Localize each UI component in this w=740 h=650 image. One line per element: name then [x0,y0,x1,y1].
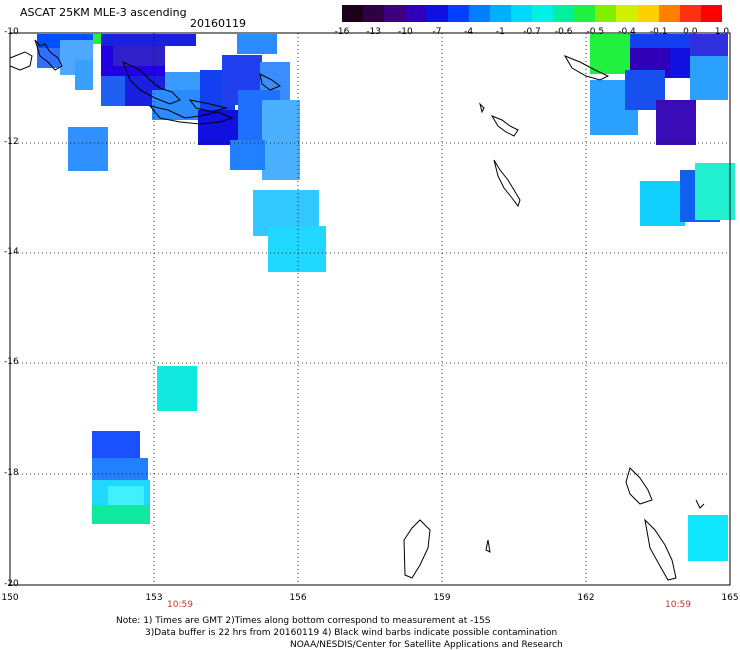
colorbar-swatch [637,5,660,22]
colorbar-swatch [363,5,385,22]
colorbar-label: -10 [397,27,413,37]
colorbar-swatch [595,5,617,22]
colorbar-swatch [616,5,639,22]
colorbar-swatch [532,5,554,22]
pass-time: 10:59 [665,600,691,610]
lon-label: 153 [145,593,163,603]
lat-label: -16 [4,357,19,367]
lon-label: 156 [289,593,307,603]
note-line-2: 3)Data buffer is 22 hrs from 20160119 4)… [145,628,558,638]
colorbar-swatch [468,5,491,22]
colorbar-label: -0.1 [649,27,668,37]
colorbar-label: -13 [366,27,382,37]
lat-label: -14 [4,247,19,257]
colorbar-label: -0.7 [523,27,541,37]
colorbar-swatch [510,5,533,22]
colorbar-label: -1 [495,27,505,37]
colorbar-swatch [658,5,681,22]
map-date: 20160119 [190,17,246,30]
lon-label: 162 [577,593,595,603]
colorbar-label: -7 [432,27,442,37]
colorbar-label: -4 [464,27,474,37]
colorbar-swatch [426,5,449,22]
colorbar-label: 1.0 [714,27,730,37]
lat-label: -18 [4,468,19,478]
colorbar-label: -0.5 [586,27,605,37]
lon-label: 159 [433,593,451,603]
coastlines [9,39,705,581]
data-swaths [37,34,735,561]
map-frame [9,32,731,586]
map-title: ASCAT 25KM MLE-3 ascending [20,6,187,19]
colorbar-swatch [679,5,702,22]
lon-label: 165 [721,593,739,603]
colorbar-swatch [405,5,427,22]
colorbar-label: -0.6 [554,27,573,37]
graticule [10,33,730,585]
lon-label: 150 [1,593,19,603]
note-line-3: NOAA/NESDIS/Center for Satellite Applica… [290,640,563,650]
lat-label: -12 [4,137,19,147]
colorbar-label: -0.4 [618,27,636,37]
colorbar-swatch [553,5,575,22]
lat-label: -20 [4,579,19,589]
colorbar-swatch [700,5,723,22]
colorbar-swatch [342,5,364,22]
lat-label: -10 [4,27,19,37]
pass-time: 10:59 [167,600,193,610]
colorbar-label: -16 [334,27,350,37]
colorbar-label: 0.0 [683,27,698,37]
note-line-1: Note: 1) Times are GMT 2)Times along bot… [116,616,491,626]
colorbar [342,5,723,22]
colorbar-swatch [384,5,406,22]
colorbar-swatch [574,5,596,22]
colorbar-swatch [447,5,470,22]
colorbar-swatch [489,5,512,22]
